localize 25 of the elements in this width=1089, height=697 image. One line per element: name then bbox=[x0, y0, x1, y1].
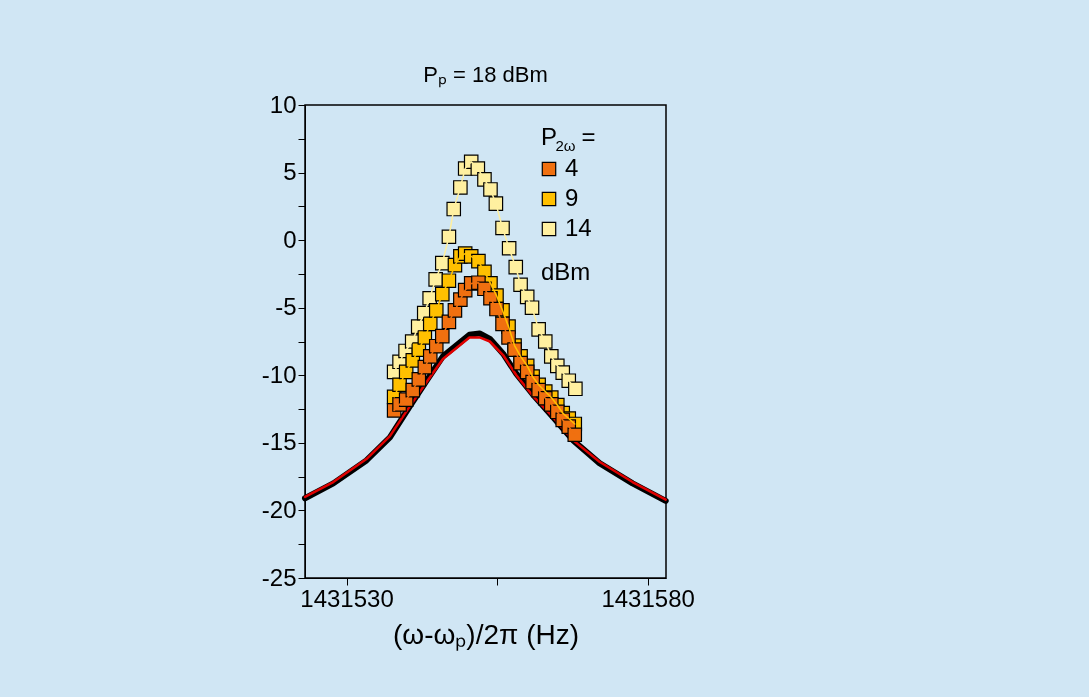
annotation: dBm bbox=[541, 258, 591, 285]
point bbox=[537, 334, 553, 349]
x-tick-label: 1431530 bbox=[300, 584, 394, 612]
legend-label: 9 bbox=[565, 184, 579, 211]
point bbox=[434, 286, 450, 302]
point bbox=[453, 180, 468, 195]
legend-label: 4 bbox=[565, 154, 579, 181]
point bbox=[567, 427, 583, 443]
point bbox=[483, 182, 498, 197]
x-tick-label: 1431580 bbox=[601, 584, 695, 612]
point bbox=[508, 259, 524, 275]
y-tick-label: -15 bbox=[261, 428, 297, 456]
chart-title: Pₚ = 18 dBm bbox=[423, 62, 548, 88]
point bbox=[495, 220, 510, 236]
x-axis-title: (ω-ωₚ)/2π (Hz) bbox=[392, 618, 580, 651]
y-tick-label: -20 bbox=[261, 495, 297, 523]
y-tick-label: 0 bbox=[283, 225, 297, 253]
y-tick-label: -10 bbox=[261, 360, 297, 388]
point bbox=[428, 303, 444, 318]
y-tick-label: -25 bbox=[261, 563, 297, 591]
y-tick-label: 10 bbox=[269, 90, 297, 118]
point bbox=[568, 381, 583, 397]
y-tick-label: -5 bbox=[275, 293, 297, 321]
y-tick-label: 5 bbox=[283, 158, 297, 186]
legend-label: 14 bbox=[565, 214, 592, 241]
